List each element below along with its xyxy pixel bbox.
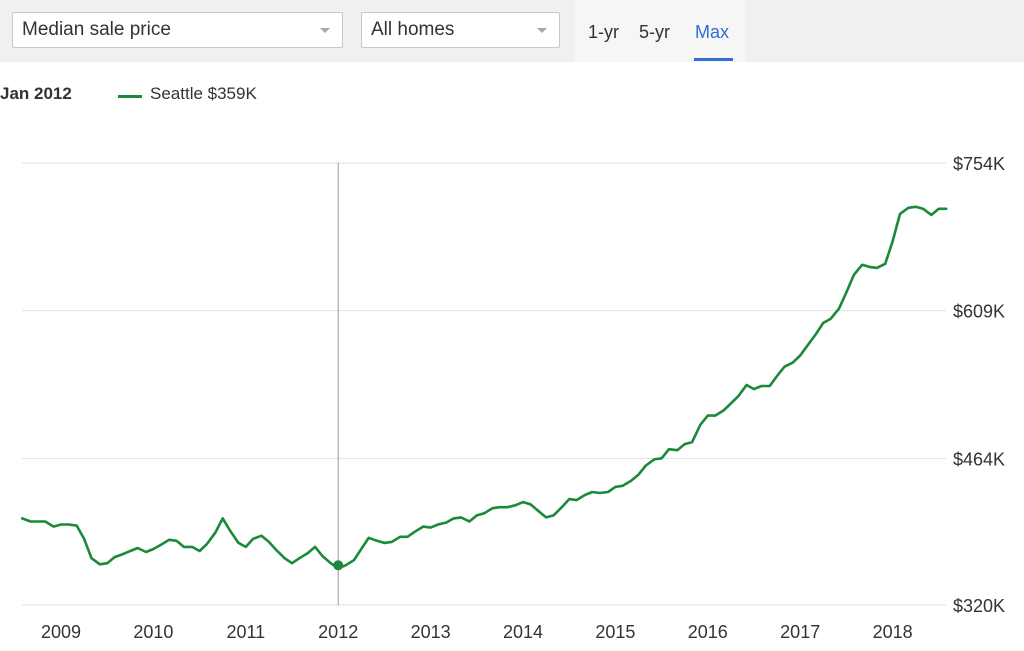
x-tick-label: 2018 (873, 622, 913, 642)
legend-date: Jan 2012 (0, 84, 72, 103)
chart-toolbar: Median sale price All homes 1-yr 5-yr Ma… (0, 0, 1024, 62)
x-tick-label: 2011 (226, 622, 265, 642)
legend-swatch (118, 95, 142, 98)
y-tick-label: $754K (953, 154, 1005, 174)
x-tick-label: 2013 (411, 622, 451, 642)
x-tick-label: 2017 (780, 622, 820, 642)
home-type-select[interactable]: All homes (361, 12, 560, 48)
series-line-seattle (20, 205, 948, 570)
tab-5-yr[interactable]: 5-yr (639, 22, 670, 42)
chevron-down-icon (537, 28, 547, 33)
hover-point (333, 560, 344, 571)
x-tick-label: 2009 (41, 622, 81, 642)
tab-1-yr[interactable]: 1-yr (588, 22, 619, 42)
range-tabs (574, 0, 746, 62)
y-tick-label: $320K (953, 596, 1005, 616)
y-tick-label: $609K (953, 302, 1005, 322)
x-tick-label: 2015 (595, 622, 635, 642)
x-tick-label: 2012 (318, 622, 358, 642)
x-tick-label: 2014 (503, 622, 543, 642)
home-type-select-value: All homes (371, 19, 455, 40)
metric-select[interactable]: Median sale price (12, 12, 343, 48)
x-tick-label: 2010 (133, 622, 173, 642)
x-tick-label: 2016 (688, 622, 728, 642)
tab-max[interactable]: Max (695, 22, 730, 42)
metric-select-value: Median sale price (22, 19, 171, 40)
chevron-down-icon (320, 28, 330, 33)
legend-series-label: Seattle $359K (150, 84, 257, 103)
y-tick-label: $464K (953, 449, 1005, 469)
active-tab-indicator (694, 58, 733, 61)
